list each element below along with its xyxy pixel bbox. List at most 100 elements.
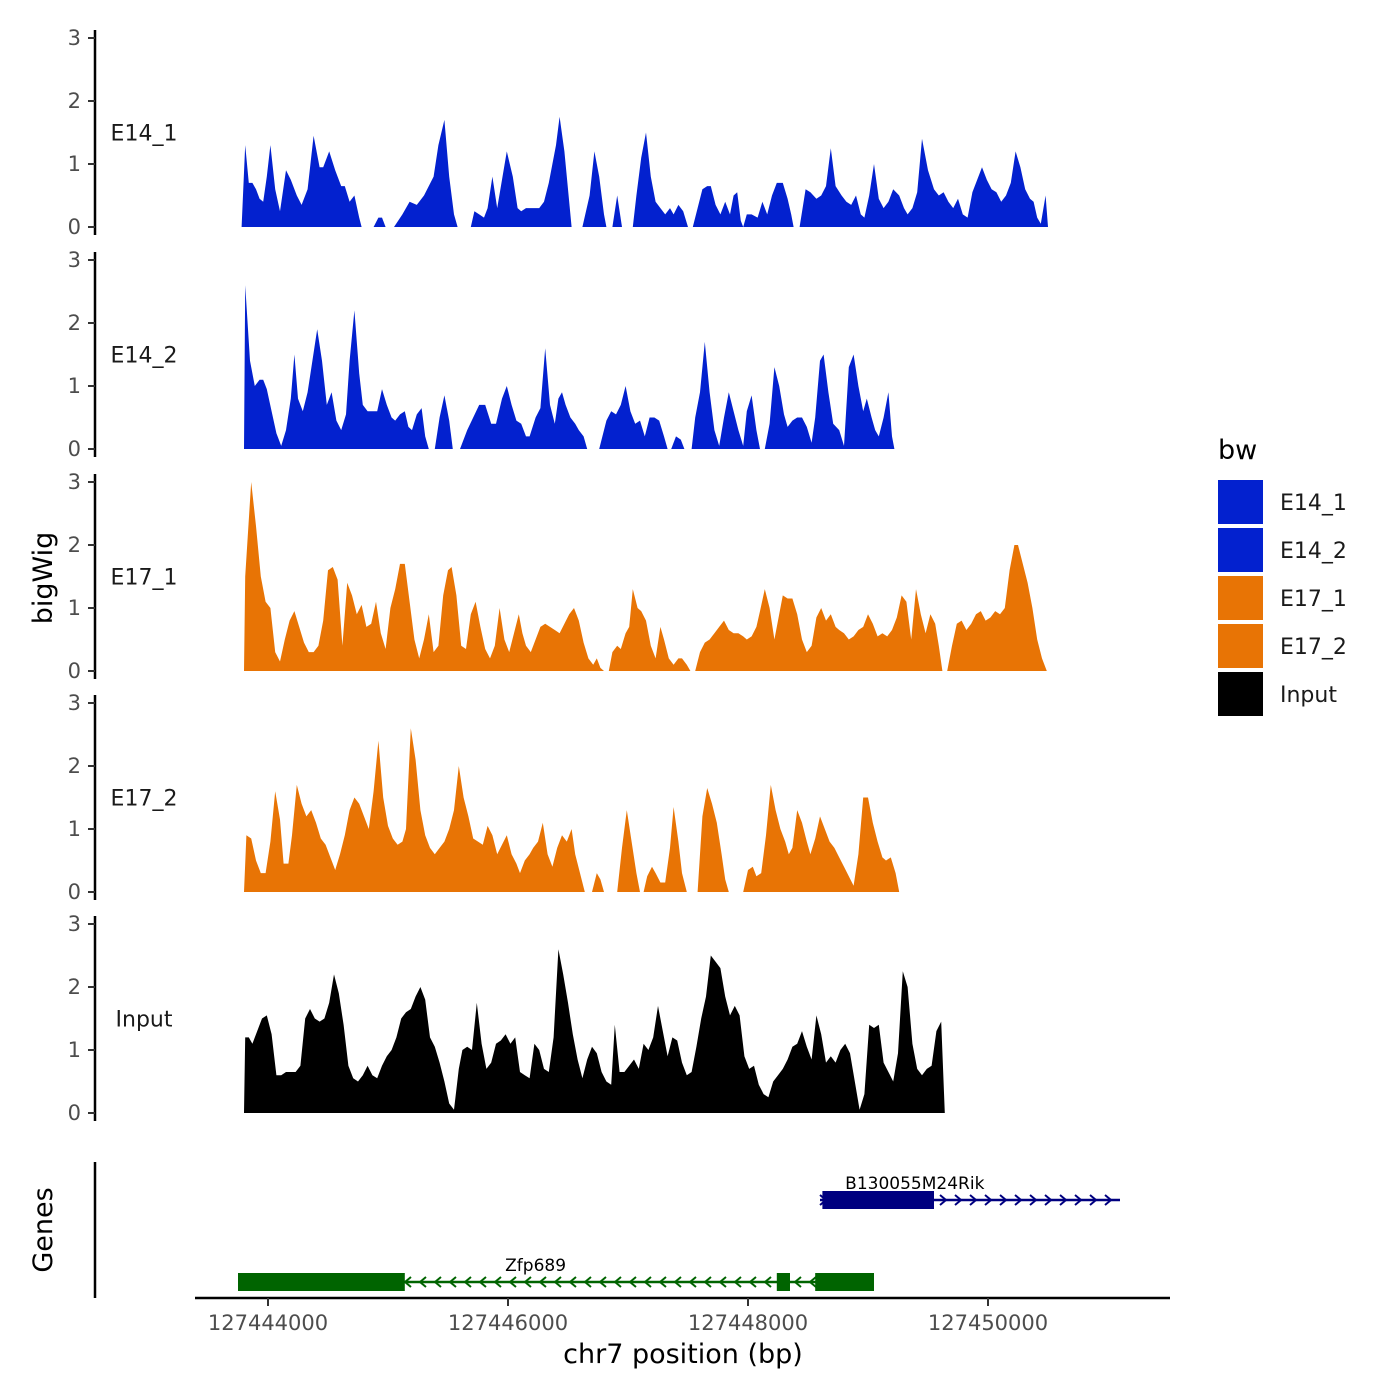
coverage-area	[612, 195, 622, 227]
y-tick-label: 2	[68, 533, 81, 557]
strand-chevron	[418, 1276, 427, 1288]
coverage-area	[632, 132, 688, 227]
y-tick-label: 0	[68, 659, 81, 683]
strand-chevron	[508, 1276, 517, 1288]
strand-chevron	[1059, 1194, 1068, 1206]
legend-key	[1218, 576, 1263, 620]
gene-B130055M24Rik: B130055M24Rik	[819, 1174, 1120, 1209]
y-tick-label: 0	[68, 880, 81, 904]
strand-chevron	[808, 1276, 817, 1288]
legend-key	[1218, 624, 1263, 668]
coverage-area	[599, 386, 668, 449]
track-label: E14_1	[111, 122, 178, 147]
strand-chevron	[403, 1276, 412, 1288]
strand-chevron	[969, 1194, 978, 1206]
strand-chevron	[763, 1276, 772, 1288]
legend-key	[1218, 672, 1263, 716]
bigwig-tracks: 0 1 2 3 E14_1 0 1 2 3 E14_2 0 1 2 3 E17_1 0 1 2 3 E17_2 0 1 2 3…	[68, 26, 1048, 1125]
strand-chevron	[478, 1276, 487, 1288]
strand-chevron	[954, 1194, 963, 1206]
strand-chevron	[523, 1276, 532, 1288]
legend-key	[1218, 480, 1263, 524]
coverage-area	[691, 341, 760, 449]
legend-label: E17_2	[1280, 635, 1347, 660]
coverage-area	[643, 807, 687, 892]
gene-models: B130055M24Rik Zfp689	[238, 1174, 1120, 1291]
coverage-area	[582, 151, 607, 227]
coverage-area	[592, 873, 604, 892]
strand-chevron	[448, 1276, 457, 1288]
coverage-area	[470, 116, 572, 227]
y-axis-title: bigWig	[28, 532, 59, 625]
x-tick-label: 127444000	[208, 1311, 328, 1335]
track-label: Input	[116, 1008, 173, 1033]
strand-chevron	[673, 1276, 682, 1288]
x-axis: 127444000 127446000 127448000 127450000	[195, 1296, 1170, 1335]
coverage-area	[743, 784, 900, 892]
coverage-area	[244, 482, 604, 671]
strand-chevron	[493, 1276, 502, 1288]
strand-chevron	[583, 1276, 592, 1288]
track-Input: 0 1 2 3 Input	[68, 912, 945, 1125]
coverage-area	[947, 545, 1047, 671]
coverage-area	[617, 810, 640, 892]
strand-chevron	[643, 1276, 652, 1288]
coverage-area	[692, 182, 794, 227]
y-tick-label: 2	[68, 311, 81, 335]
strand-chevron	[538, 1276, 547, 1288]
legend-label: E14_2	[1280, 539, 1347, 564]
track-E17_2: 0 1 2 3 E17_2	[68, 691, 900, 904]
x-axis-title: chr7 position (bp)	[563, 1339, 803, 1370]
coverage-area	[695, 589, 943, 671]
strand-chevron	[463, 1276, 472, 1288]
coverage-area	[671, 436, 685, 449]
y-tick-label: 2	[68, 975, 81, 999]
y-tick-label: 1	[68, 152, 81, 176]
strand-chevron	[598, 1276, 607, 1288]
coverage-area	[799, 138, 1048, 227]
legend: bw E14_1 E14_2 E17_1 E17_2 Input	[1218, 435, 1347, 716]
y-tick-label: 2	[68, 89, 81, 113]
y-tick-label: 3	[68, 26, 81, 50]
coverage-area	[244, 285, 429, 449]
coverage-area	[244, 949, 945, 1113]
strand-chevron	[1029, 1194, 1038, 1206]
coverage-area	[373, 217, 386, 227]
strand-chevron	[718, 1276, 727, 1288]
track-label: E17_1	[111, 566, 178, 591]
gene-label: Zfp689	[505, 1256, 566, 1276]
track-label: E14_2	[111, 344, 178, 369]
strand-chevron	[658, 1276, 667, 1288]
strand-chevron	[733, 1276, 742, 1288]
x-tick-label: 127446000	[448, 1311, 568, 1335]
gene-Zfp689: Zfp689	[238, 1256, 874, 1291]
y-tick-label: 1	[68, 374, 81, 398]
y-tick-label: 1	[68, 1038, 81, 1062]
gene-label: B130055M24Rik	[845, 1174, 984, 1194]
y-tick-label: 3	[68, 691, 81, 715]
y-tick-label: 3	[68, 470, 81, 494]
y-tick-label: 3	[68, 248, 81, 272]
strand-chevron	[1089, 1194, 1098, 1206]
strand-chevron	[793, 1276, 802, 1288]
coverage-area	[241, 135, 362, 227]
strand-chevron	[1074, 1194, 1083, 1206]
y-tick-label: 0	[68, 437, 81, 461]
legend-key	[1218, 528, 1263, 572]
legend-label: E14_1	[1280, 491, 1347, 516]
y-tick-label: 1	[68, 817, 81, 841]
strand-chevron	[1014, 1194, 1023, 1206]
strand-chevron	[748, 1276, 757, 1288]
track-label: E17_2	[111, 787, 178, 812]
y-tick-label: 0	[68, 215, 81, 239]
track-E14_2: 0 1 2 3 E14_2	[68, 248, 895, 461]
gene-exon	[822, 1191, 934, 1209]
legend-title: bw	[1218, 435, 1257, 466]
legend-label: Input	[1280, 683, 1337, 708]
y-tick-label: 0	[68, 1101, 81, 1125]
strand-chevron	[703, 1276, 712, 1288]
gene-exon	[776, 1273, 790, 1291]
strand-chevron	[433, 1276, 442, 1288]
y-tick-label: 1	[68, 596, 81, 620]
